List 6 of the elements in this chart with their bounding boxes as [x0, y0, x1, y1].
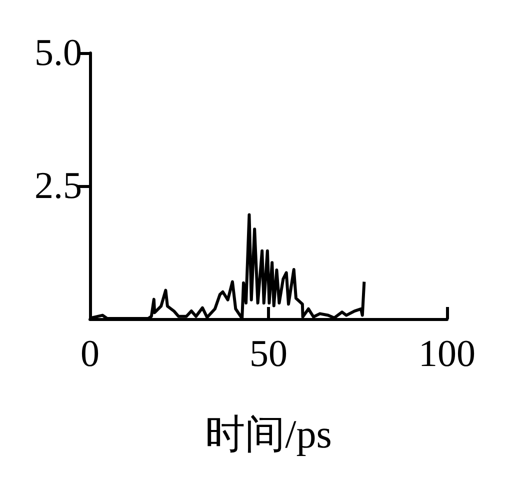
x-axis-title: 时间/ps [205, 412, 332, 456]
x-tick-label: 100 [418, 333, 476, 375]
y-tick-label: 5.0 [34, 32, 82, 74]
x-tick-label: 0 [80, 333, 100, 375]
x-tick-label: 50 [250, 333, 288, 375]
y-tick-label: 2.5 [34, 165, 82, 207]
